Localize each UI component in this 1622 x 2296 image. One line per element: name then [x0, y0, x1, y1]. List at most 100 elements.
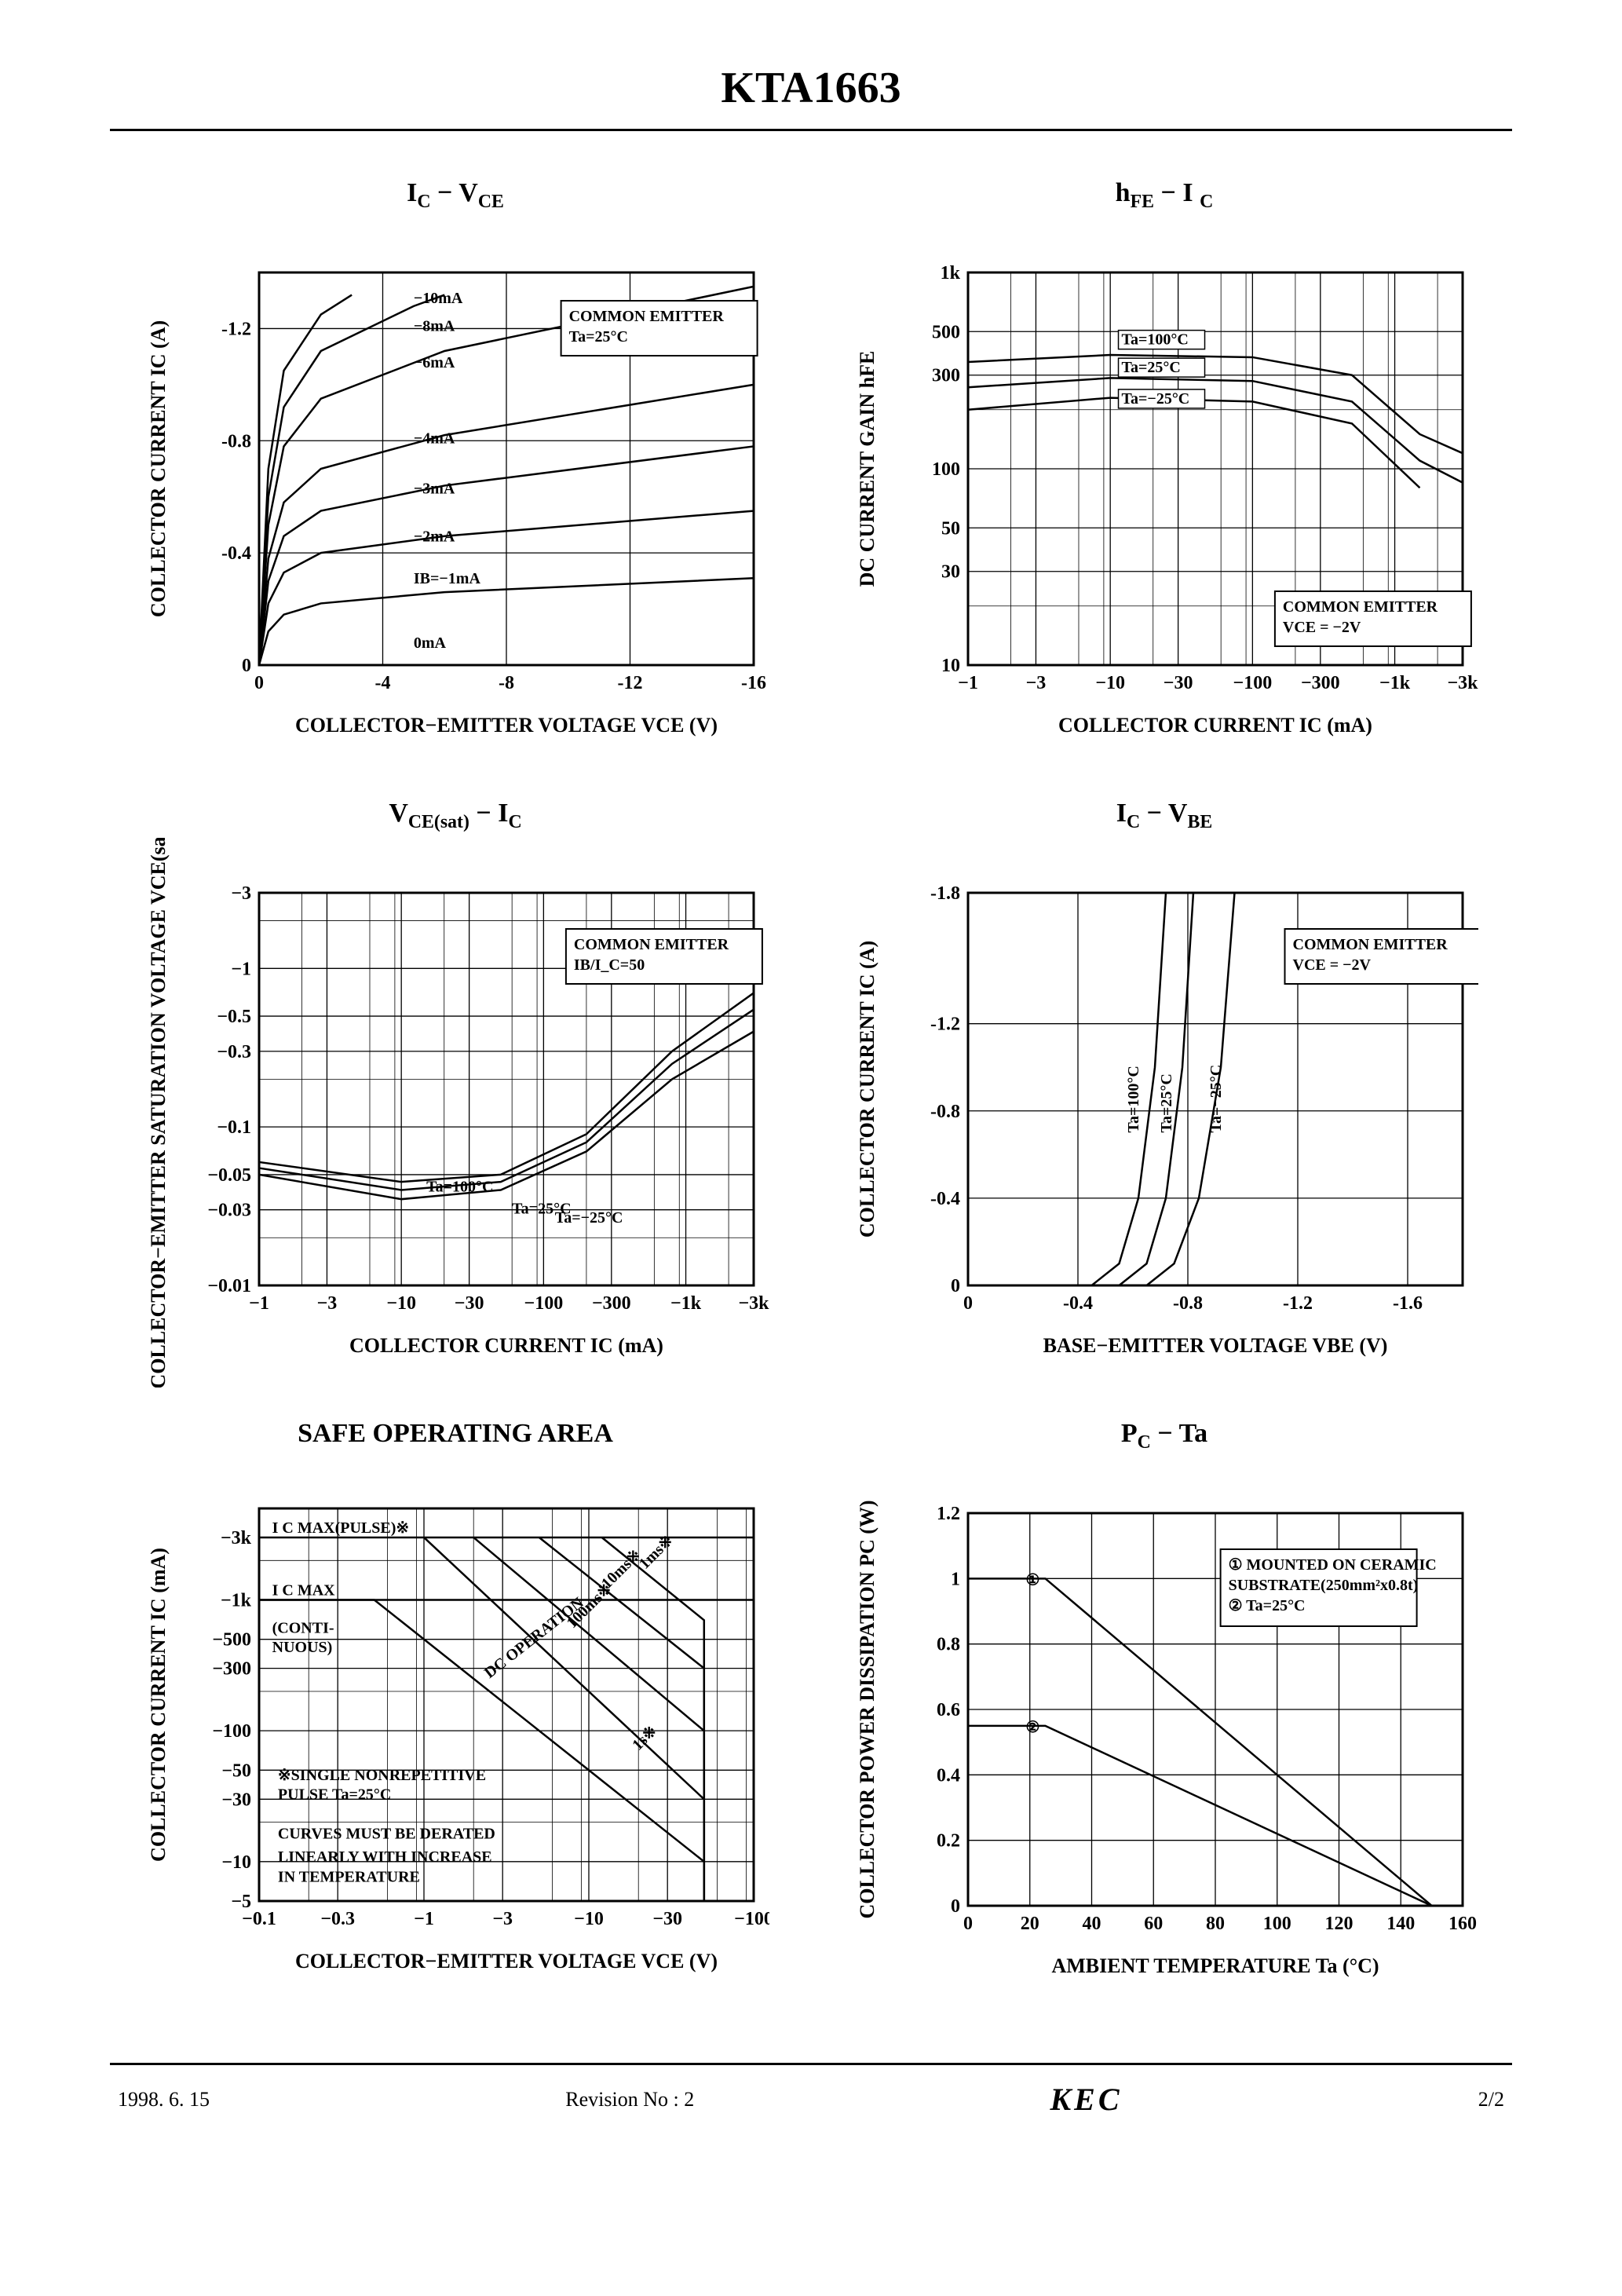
- svg-text:COLLECTOR CURRENT IC (mA): COLLECTOR CURRENT IC (mA): [1058, 714, 1372, 737]
- chart-soa: SAFE OPERATING AREA−0.1−0.3−1−3−10−30−10…: [141, 1419, 769, 1969]
- chart-grid: IC − VCE0-4-8-12-160-0.4-0.8-1.2COLLECTO…: [110, 178, 1512, 2016]
- svg-text:PULSE Ta=25°C: PULSE Ta=25°C: [278, 1786, 391, 1803]
- svg-text:COMMON EMITTER: COMMON EMITTER: [574, 936, 729, 953]
- svg-text:COLLECTOR CURRENT IC (mA): COLLECTOR CURRENT IC (mA): [349, 1334, 663, 1357]
- svg-text:500: 500: [932, 322, 960, 342]
- chart-title: IC − VBE: [850, 799, 1478, 833]
- svg-text:COMMON EMITTER: COMMON EMITTER: [1283, 598, 1438, 616]
- svg-text:COLLECTOR−EMITTER VOLTAGE VC: COLLECTOR−EMITTER VOLTAGE VCE (V): [295, 1950, 718, 1972]
- svg-text:100: 100: [1263, 1914, 1291, 1934]
- svg-text:120: 120: [1325, 1914, 1353, 1934]
- svg-text:100: 100: [932, 459, 960, 480]
- svg-text:40: 40: [1083, 1914, 1101, 1934]
- top-rule: [110, 129, 1512, 131]
- svg-text:−300: −300: [212, 1659, 251, 1680]
- svg-text:Ta=100°C: Ta=100°C: [426, 1178, 493, 1195]
- svg-text:−300: −300: [1301, 673, 1340, 693]
- svg-text:IN TEMPERATURE: IN TEMPERATURE: [278, 1869, 420, 1886]
- svg-text:BASE−EMITTER VOLTAGE VBE (: BASE−EMITTER VOLTAGE VBE (V): [1043, 1334, 1388, 1357]
- svg-text:−0.05: −0.05: [207, 1165, 251, 1186]
- svg-text:−0.01: −0.01: [207, 1276, 251, 1296]
- svg-text:AMBIENT TEMPERATURE Ta (°C): AMBIENT TEMPERATURE Ta (°C): [1051, 1954, 1379, 1977]
- svg-text:10: 10: [941, 656, 960, 676]
- svg-text:COLLECTOR−EMITTER SATURATION: COLLECTOR−EMITTER SATURATION VOLTAGE VCE…: [147, 838, 170, 1387]
- svg-text:−30: −30: [221, 1790, 251, 1810]
- svg-text:−3: −3: [317, 1293, 338, 1314]
- svg-text:Ta=25°C: Ta=25°C: [569, 328, 628, 345]
- svg-text:-0.8: -0.8: [1173, 1293, 1203, 1314]
- svg-text:① MOUNTED ON CERAMIC: ① MOUNTED ON CERAMIC: [1229, 1556, 1437, 1574]
- svg-text:Ta=−25°C: Ta=−25°C: [1207, 1065, 1225, 1133]
- svg-text:−10: −10: [386, 1293, 416, 1314]
- svg-text:-1.6: -1.6: [1393, 1293, 1423, 1314]
- svg-text:COLLECTOR CURRENT IC (A): COLLECTOR CURRENT IC (A): [856, 941, 879, 1238]
- svg-text:−100: −100: [1233, 673, 1273, 693]
- chart-vcesat-ic: VCE(sat) − IC−1−3−10−30−100−300−1k−3k−0.…: [141, 799, 769, 1348]
- svg-text:0mA: 0mA: [414, 634, 447, 652]
- svg-text:※SINGLE NONREPETITIVE: ※SINGLE NONREPETITIVE: [278, 1767, 486, 1784]
- svg-text:IB/I_C=50: IB/I_C=50: [574, 956, 645, 974]
- svg-text:−100: −100: [734, 1909, 769, 1929]
- svg-text:−3: −3: [1026, 673, 1047, 693]
- svg-text:-0.8: -0.8: [221, 431, 251, 452]
- svg-text:-8: -8: [499, 673, 514, 693]
- chart-ic-vce: IC − VCE0-4-8-12-160-0.4-0.8-1.2COLLECTO…: [141, 178, 769, 728]
- svg-text:−10mA: −10mA: [414, 290, 463, 307]
- svg-text:COLLECTOR CURRENT IC (A): COLLECTOR CURRENT IC (A): [147, 320, 170, 617]
- svg-text:I C MAX: I C MAX: [272, 1581, 336, 1599]
- footer: 1998. 6. 15 Revision No : 2 KEC 2/2: [110, 2081, 1512, 2118]
- svg-text:300: 300: [932, 366, 960, 386]
- bottom-rule: [110, 2063, 1512, 2065]
- svg-text:0: 0: [951, 1276, 960, 1296]
- svg-text:−0.1: −0.1: [217, 1117, 251, 1138]
- svg-text:I C MAX(PULSE)※: I C MAX(PULSE)※: [272, 1519, 410, 1537]
- chart-title: SAFE OPERATING AREA: [141, 1419, 769, 1449]
- svg-text:NUOUS): NUOUS): [272, 1639, 333, 1656]
- svg-text:0.6: 0.6: [937, 1700, 960, 1720]
- svg-text:−1: −1: [958, 673, 978, 693]
- svg-text:−0.5: −0.5: [217, 1007, 251, 1027]
- svg-text:−0.3: −0.3: [217, 1042, 251, 1062]
- svg-text:−1k: −1k: [670, 1293, 702, 1314]
- svg-text:-16: -16: [741, 673, 766, 693]
- chart-ic-vbe: IC − VBE0-0.4-0.8-1.2-1.60-0.4-0.8-1.2-1…: [850, 799, 1478, 1348]
- svg-text:0: 0: [963, 1914, 973, 1934]
- footer-logo: KEC: [1050, 2081, 1122, 2118]
- svg-text:0.8: 0.8: [937, 1634, 960, 1654]
- svg-text:-1.8: -1.8: [930, 883, 960, 904]
- chart-title: IC − VCE: [141, 178, 769, 213]
- svg-text:-1.2: -1.2: [1283, 1293, 1313, 1314]
- svg-text:IB=−1mA: IB=−1mA: [414, 570, 481, 587]
- svg-text:−3mA: −3mA: [414, 481, 455, 498]
- svg-text:-0.8: -0.8: [930, 1102, 960, 1122]
- svg-text:140: 140: [1386, 1914, 1415, 1934]
- svg-text:−300: −300: [592, 1293, 631, 1314]
- svg-text:−10: −10: [574, 1909, 604, 1929]
- svg-text:−1: −1: [231, 959, 251, 979]
- svg-text:−8mA: −8mA: [414, 317, 455, 335]
- svg-text:②: ②: [1025, 1719, 1039, 1736]
- svg-text:Ta=25°C: Ta=25°C: [1158, 1073, 1175, 1132]
- svg-text:60: 60: [1144, 1914, 1163, 1934]
- svg-text:−100: −100: [212, 1721, 251, 1742]
- svg-text:-0.4: -0.4: [1063, 1293, 1093, 1314]
- chart-pc-ta: PC − Ta02040608010012014016000.20.40.60.…: [850, 1419, 1478, 1969]
- svg-text:−5: −5: [231, 1892, 251, 1912]
- svg-text:−1: −1: [249, 1293, 269, 1314]
- svg-text:−3k: −3k: [221, 1528, 252, 1548]
- svg-text:COMMON EMITTER: COMMON EMITTER: [1293, 936, 1448, 953]
- svg-text:−6mA: −6mA: [414, 354, 455, 371]
- svg-text:50: 50: [941, 518, 960, 539]
- svg-text:1s※: 1s※: [629, 1723, 660, 1754]
- svg-text:−4mA: −4mA: [414, 430, 455, 447]
- svg-text:SUBSTRATE(250mm²x0.8t): SUBSTRATE(250mm²x0.8t): [1229, 1577, 1419, 1594]
- svg-text:−1: −1: [414, 1909, 434, 1929]
- svg-text:−100: −100: [524, 1293, 564, 1314]
- svg-text:−0.03: −0.03: [207, 1200, 251, 1220]
- svg-text:−50: −50: [221, 1760, 251, 1781]
- svg-text:Ta=100°C: Ta=100°C: [1125, 1066, 1142, 1132]
- svg-text:-1.2: -1.2: [221, 319, 251, 339]
- svg-text:−2mA: −2mA: [414, 528, 455, 545]
- svg-text:0: 0: [963, 1293, 973, 1314]
- svg-text:−500: −500: [212, 1630, 251, 1651]
